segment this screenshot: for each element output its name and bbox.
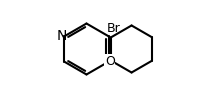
Text: Br: Br (107, 22, 121, 35)
Text: O: O (105, 55, 115, 68)
Text: N: N (57, 29, 68, 43)
